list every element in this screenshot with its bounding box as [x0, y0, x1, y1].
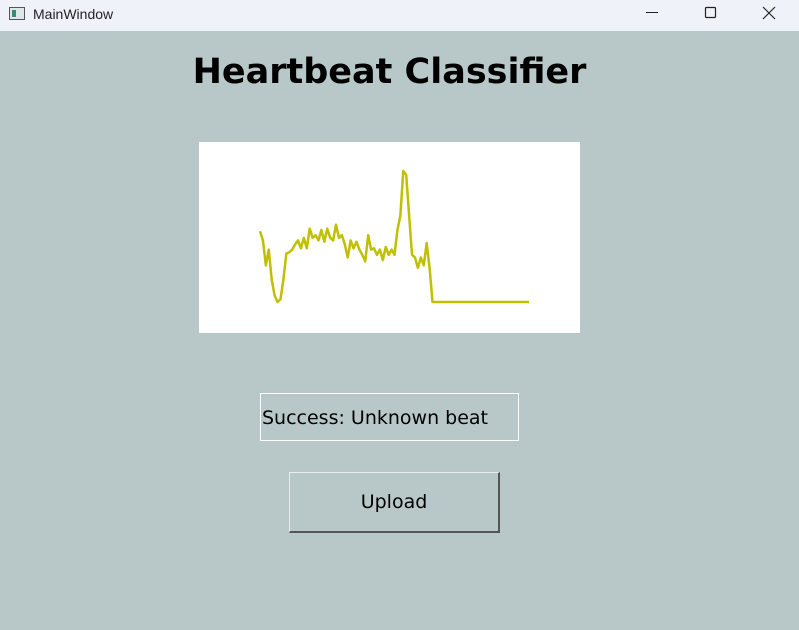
app-icon: [9, 7, 25, 20]
window-title: MainWindow: [33, 6, 114, 22]
title-bar: MainWindow: [0, 0, 799, 31]
close-button[interactable]: [740, 0, 798, 31]
status-label: Success: Unknown beat: [260, 393, 519, 441]
upload-button[interactable]: Upload: [289, 472, 500, 533]
app-heading: Heartbeat Classifier: [192, 52, 587, 92]
minimize-button[interactable]: [623, 0, 681, 31]
waveform-plot: [199, 142, 580, 333]
plot-background: [199, 142, 580, 333]
maximize-button[interactable]: [681, 0, 739, 31]
waveform-line: [258, 169, 529, 304]
